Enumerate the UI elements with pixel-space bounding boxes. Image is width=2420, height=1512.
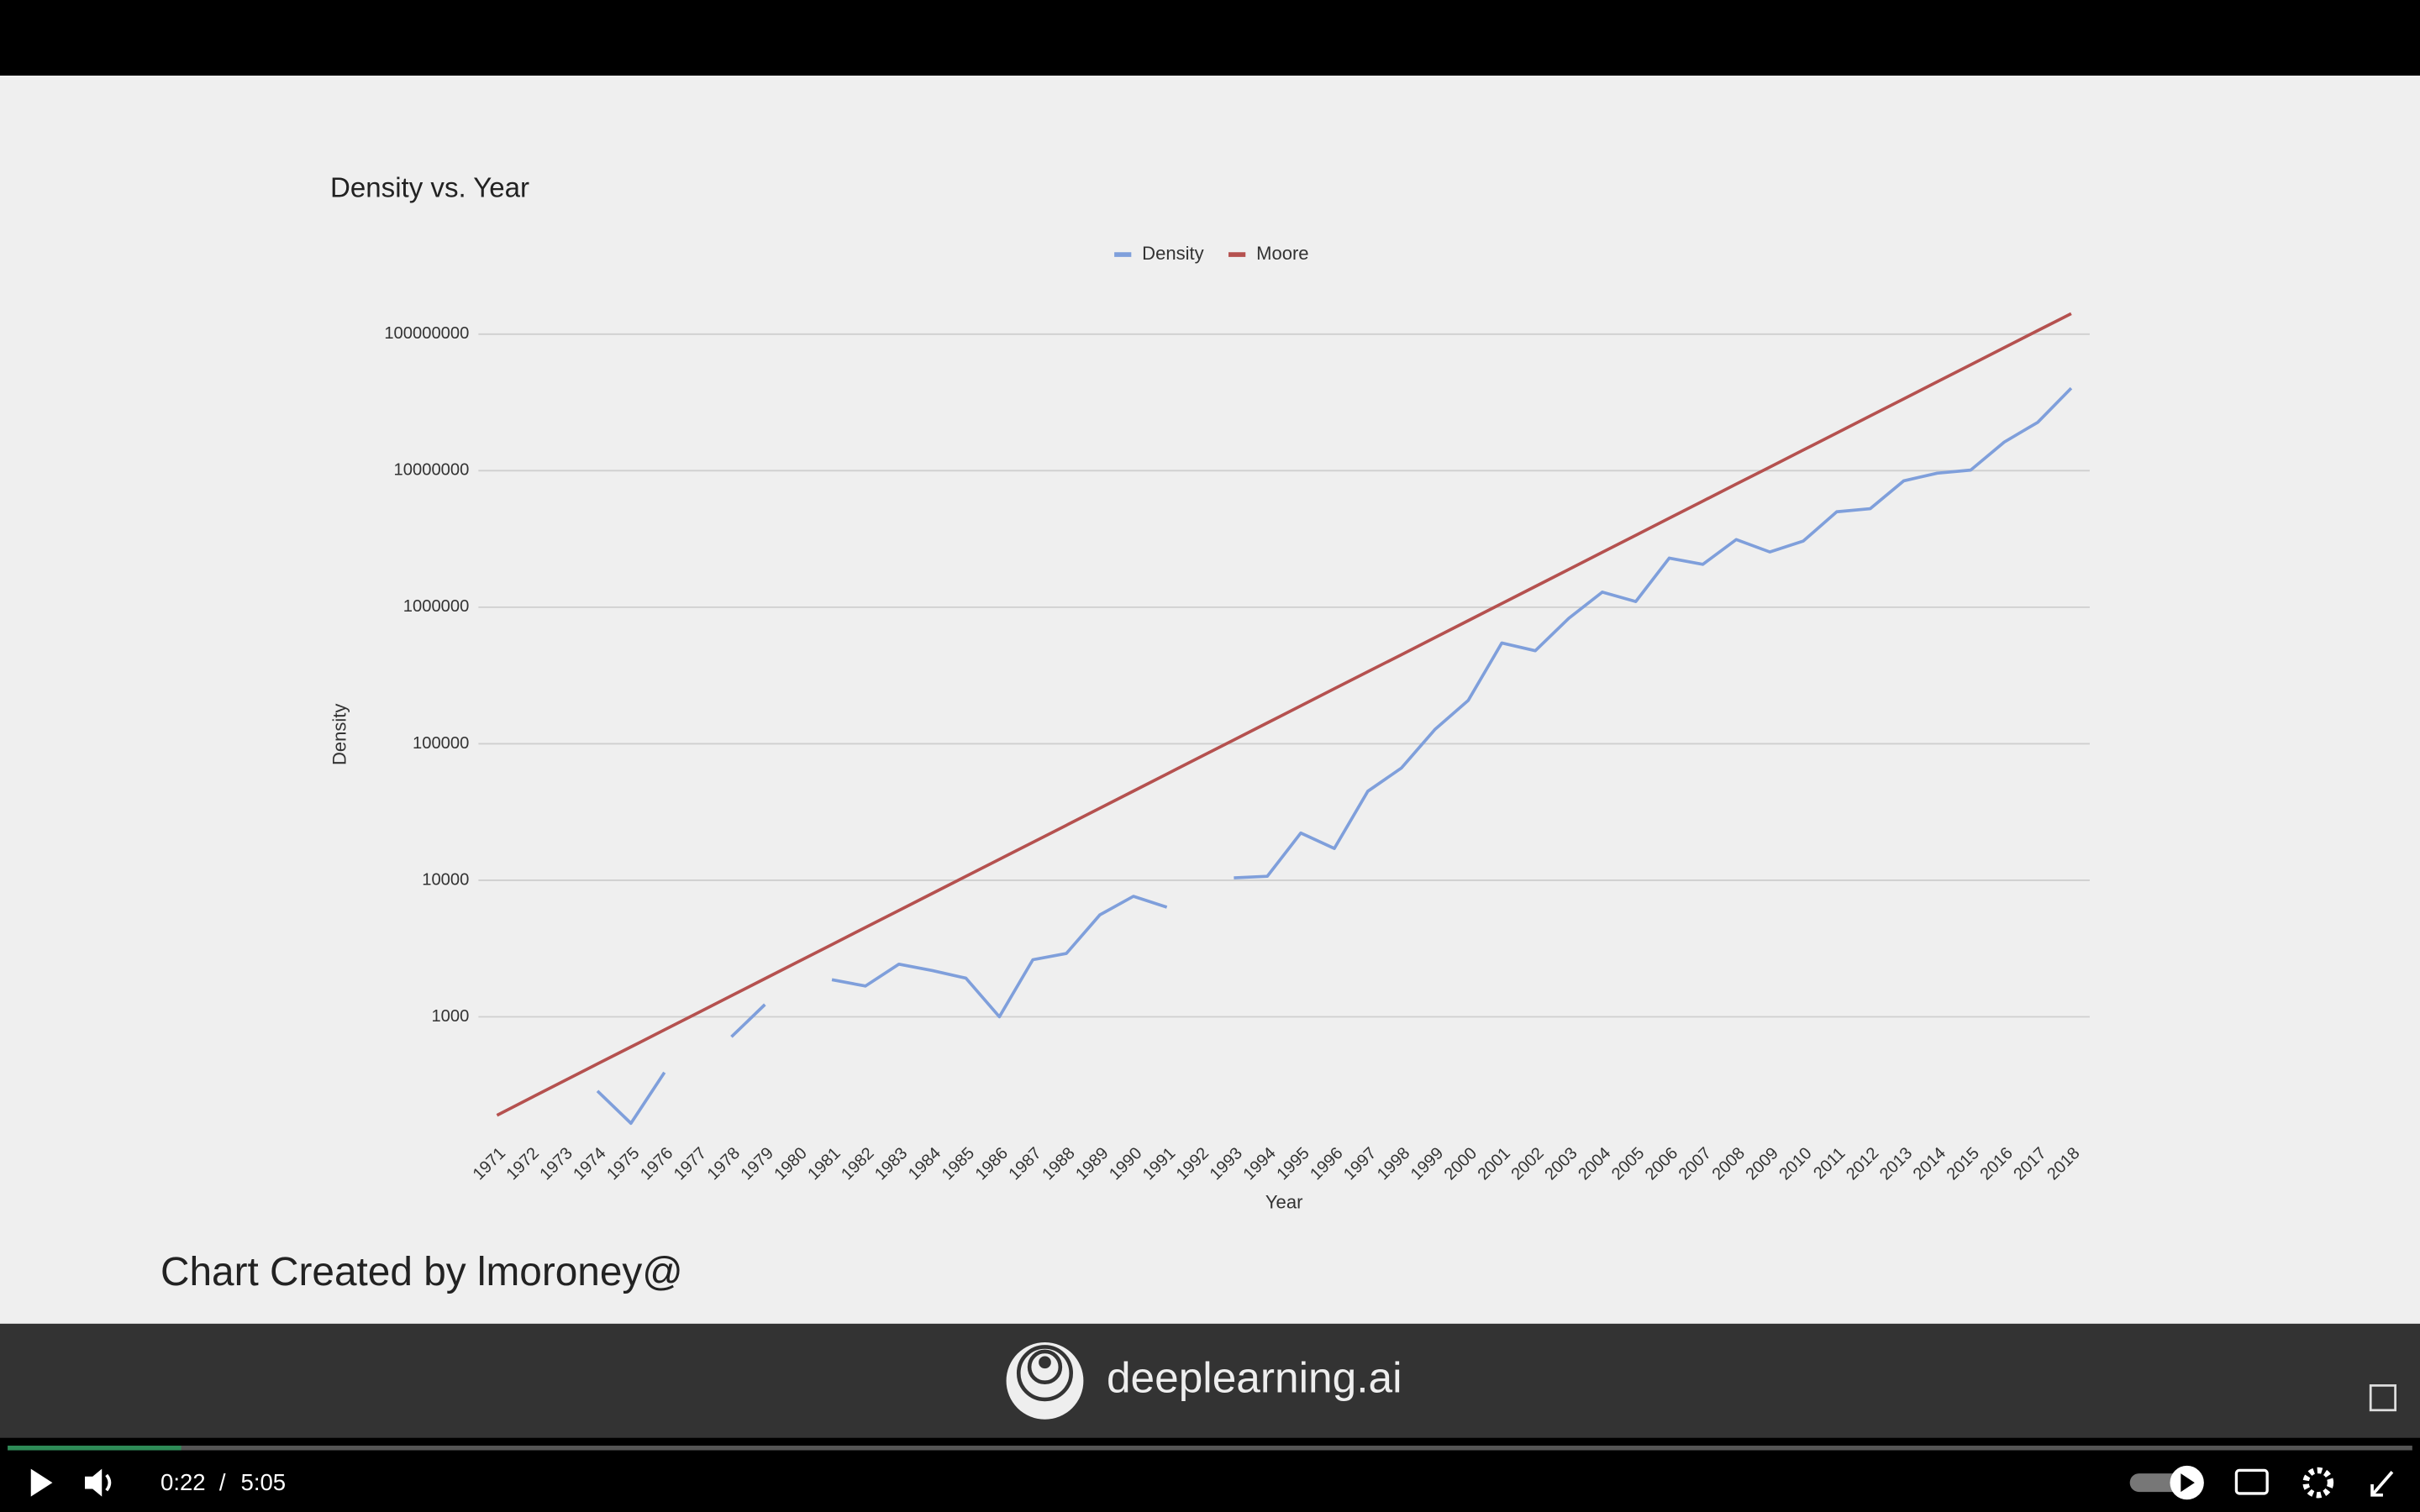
- y-tick-label: 1000000: [403, 597, 470, 616]
- brand: deeplearning.ai: [1107, 1352, 1402, 1401]
- series-line: [496, 312, 2072, 1117]
- exit-fullscreen-button[interactable]: [2370, 1471, 2394, 1497]
- current-time: 0:22: [160, 1469, 206, 1495]
- captions-button[interactable]: [2234, 1468, 2269, 1495]
- y-tick-label: 100000000: [384, 324, 469, 343]
- chart-title: Density vs. Year: [330, 173, 529, 204]
- y-axis-label: Density: [329, 704, 350, 765]
- progress-track[interactable]: [8, 1446, 2412, 1451]
- credit: Chart Created by lmoroney@: [160, 1250, 683, 1294]
- autoplay-toggle[interactable]: [2129, 1465, 2204, 1500]
- y-tick-label: 10000000: [394, 461, 470, 480]
- y-tick-label: 100000: [413, 734, 469, 753]
- y-tick-label: 1000: [431, 1007, 469, 1026]
- x-axis-label: Year: [1265, 1191, 1303, 1212]
- time-separator: /: [219, 1469, 226, 1495]
- y-tick-label: 10000: [422, 870, 469, 889]
- duration: 5:05: [241, 1469, 287, 1495]
- play-button[interactable]: [30, 1468, 53, 1497]
- top-bar: [0, 0, 2420, 76]
- slide: [0, 76, 2420, 1324]
- series-line: [596, 386, 2073, 1126]
- scan-icon[interactable]: [2369, 1384, 2396, 1412]
- banner: [0, 1323, 2420, 1438]
- logo: [1006, 1341, 1084, 1420]
- legend-label: Density: [1142, 243, 1203, 264]
- legend-label: Moore: [1256, 243, 1308, 264]
- settings-button[interactable]: [2302, 1467, 2334, 1499]
- volume-button[interactable]: [85, 1468, 112, 1497]
- progress-played: [8, 1446, 182, 1451]
